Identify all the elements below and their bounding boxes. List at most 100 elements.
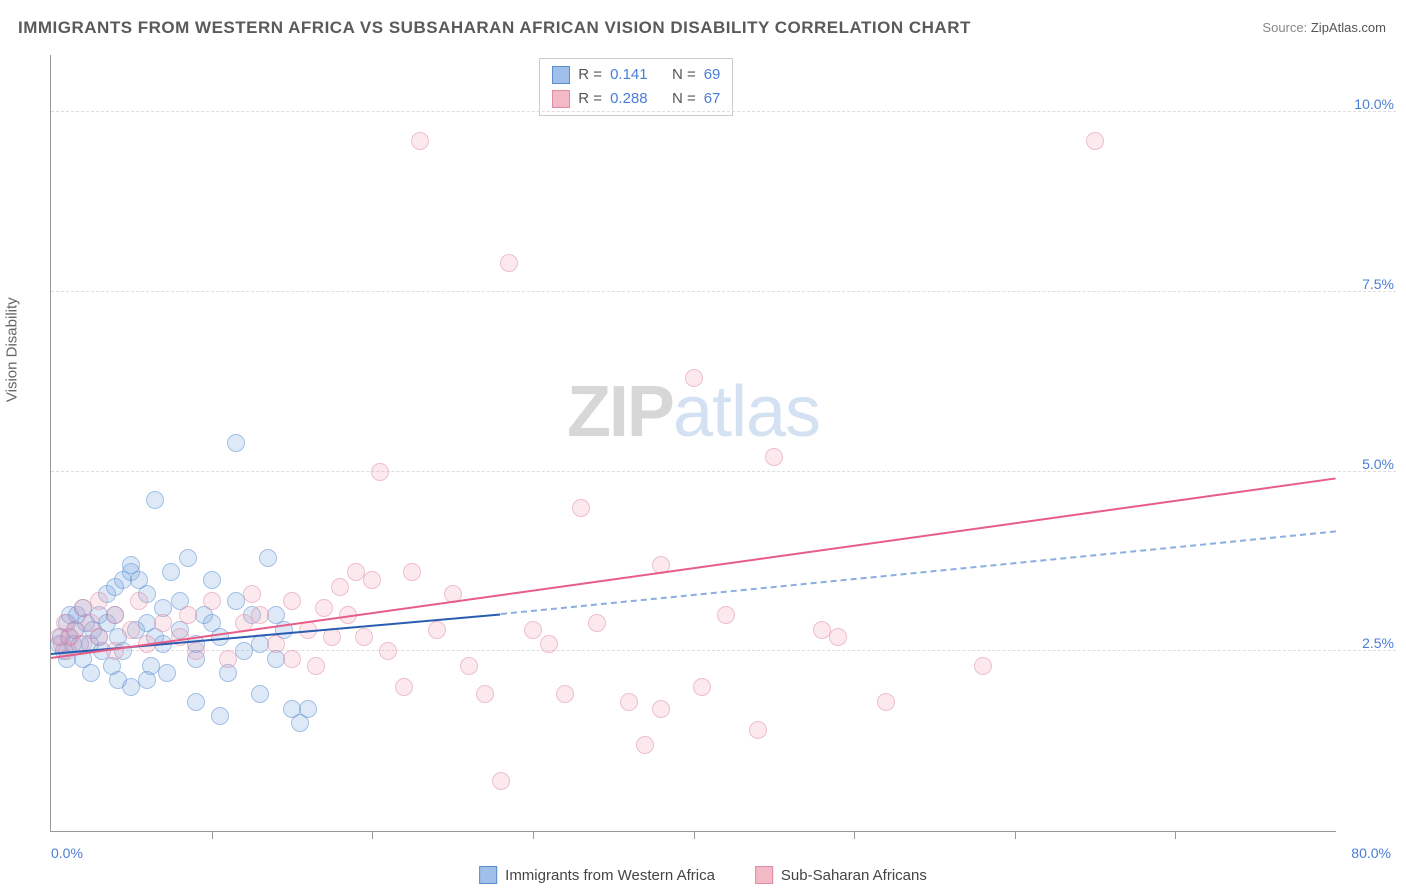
x-tick — [212, 831, 213, 839]
scatter-point-subsaharan — [500, 254, 518, 272]
y-tick-label: 5.0% — [1362, 456, 1394, 472]
legend-item-western: Immigrants from Western Africa — [479, 866, 715, 884]
scatter-point-subsaharan — [379, 642, 397, 660]
scatter-point-western — [203, 571, 221, 589]
scatter-point-subsaharan — [187, 642, 205, 660]
scatter-point-subsaharan — [620, 693, 638, 711]
scatter-point-subsaharan — [524, 621, 542, 639]
scatter-point-subsaharan — [428, 621, 446, 639]
r-value-subsaharan: 0.288 — [610, 87, 648, 111]
scatter-point-subsaharan — [693, 678, 711, 696]
source-value: ZipAtlas.com — [1311, 20, 1386, 35]
r-label: R = — [578, 63, 602, 87]
r-label-2: R = — [578, 87, 602, 111]
scatter-point-subsaharan — [411, 132, 429, 150]
stats-row-western: R = 0.141 N = 69 — [552, 63, 720, 87]
gridline-h — [51, 291, 1396, 292]
scatter-point-western — [179, 549, 197, 567]
scatter-point-subsaharan — [90, 628, 108, 646]
scatter-point-subsaharan — [355, 628, 373, 646]
scatter-point-subsaharan — [130, 592, 148, 610]
scatter-point-western — [251, 685, 269, 703]
scatter-point-subsaharan — [1086, 132, 1104, 150]
legend-label-subsaharan: Sub-Saharan Africans — [781, 867, 927, 884]
stats-legend-box: R = 0.141 N = 69 R = 0.288 N = 67 — [539, 58, 733, 116]
x-tick — [533, 831, 534, 839]
scatter-point-subsaharan — [251, 606, 269, 624]
scatter-point-subsaharan — [307, 657, 325, 675]
swatch-western-icon — [552, 66, 570, 84]
r-value-western: 0.141 — [610, 63, 648, 87]
legend-swatch-western-icon — [479, 866, 497, 884]
scatter-point-subsaharan — [154, 614, 172, 632]
chart-title: IMMIGRANTS FROM WESTERN AFRICA VS SUBSAH… — [18, 18, 971, 38]
source-attribution: Source: ZipAtlas.com — [1262, 20, 1386, 35]
x-tick — [1015, 831, 1016, 839]
scatter-point-subsaharan — [476, 685, 494, 703]
scatter-point-subsaharan — [203, 592, 221, 610]
scatter-point-subsaharan — [556, 685, 574, 703]
scatter-point-subsaharan — [685, 369, 703, 387]
scatter-point-western — [158, 664, 176, 682]
scatter-point-subsaharan — [717, 606, 735, 624]
chart-container: IMMIGRANTS FROM WESTERN AFRICA VS SUBSAH… — [0, 0, 1406, 892]
scatter-point-subsaharan — [540, 635, 558, 653]
scatter-point-subsaharan — [492, 772, 510, 790]
source-label: Source: — [1262, 20, 1307, 35]
scatter-point-subsaharan — [106, 642, 124, 660]
gridline-h — [51, 111, 1396, 112]
scatter-point-western — [299, 700, 317, 718]
scatter-point-subsaharan — [106, 606, 124, 624]
stats-row-subsaharan: R = 0.288 N = 67 — [552, 87, 720, 111]
scatter-point-subsaharan — [877, 693, 895, 711]
scatter-point-subsaharan — [403, 563, 421, 581]
scatter-point-subsaharan — [371, 463, 389, 481]
scatter-point-subsaharan — [765, 448, 783, 466]
scatter-point-subsaharan — [179, 606, 197, 624]
n-label-2: N = — [672, 87, 696, 111]
scatter-point-subsaharan — [829, 628, 847, 646]
trendline-subsaharan — [51, 477, 1336, 659]
scatter-point-subsaharan — [588, 614, 606, 632]
x-tick — [854, 831, 855, 839]
x-tick — [372, 831, 373, 839]
legend-label-western: Immigrants from Western Africa — [505, 867, 715, 884]
legend-swatch-subsaharan-icon — [755, 866, 773, 884]
y-tick-label: 10.0% — [1354, 96, 1394, 112]
scatter-point-subsaharan — [122, 621, 140, 639]
scatter-point-subsaharan — [283, 650, 301, 668]
y-axis-label: Vision Disability — [4, 297, 21, 402]
scatter-point-western — [259, 549, 277, 567]
scatter-point-subsaharan — [460, 657, 478, 675]
scatter-point-subsaharan — [572, 499, 590, 517]
scatter-point-subsaharan — [395, 678, 413, 696]
scatter-point-western — [211, 707, 229, 725]
scatter-point-western — [162, 563, 180, 581]
x-tick — [1175, 831, 1176, 839]
trendline-western-dashed — [501, 531, 1336, 616]
swatch-subsaharan-icon — [552, 90, 570, 108]
scatter-point-subsaharan — [219, 650, 237, 668]
scatter-point-subsaharan — [363, 571, 381, 589]
scatter-point-western — [227, 434, 245, 452]
x-tick — [694, 831, 695, 839]
n-value-subsaharan: 67 — [704, 87, 721, 111]
scatter-point-subsaharan — [315, 599, 333, 617]
legend-item-subsaharan: Sub-Saharan Africans — [755, 866, 927, 884]
scatter-point-western — [187, 693, 205, 711]
scatter-point-subsaharan — [283, 592, 301, 610]
bottom-legend: Immigrants from Western Africa Sub-Sahar… — [479, 866, 927, 884]
y-tick-label: 2.5% — [1362, 635, 1394, 651]
x-tick-label-min: 0.0% — [51, 845, 83, 861]
scatter-point-subsaharan — [267, 635, 285, 653]
scatter-point-subsaharan — [636, 736, 654, 754]
scatter-point-western — [146, 491, 164, 509]
plot-area: ZIPatlas R = 0.141 N = 69 R = 0.288 N = … — [50, 55, 1336, 832]
scatter-point-subsaharan — [331, 578, 349, 596]
x-tick-label-max: 80.0% — [1351, 845, 1391, 861]
scatter-point-subsaharan — [749, 721, 767, 739]
n-value-western: 69 — [704, 63, 721, 87]
scatter-point-subsaharan — [652, 700, 670, 718]
scatter-point-subsaharan — [90, 592, 108, 610]
y-tick-label: 7.5% — [1362, 276, 1394, 292]
